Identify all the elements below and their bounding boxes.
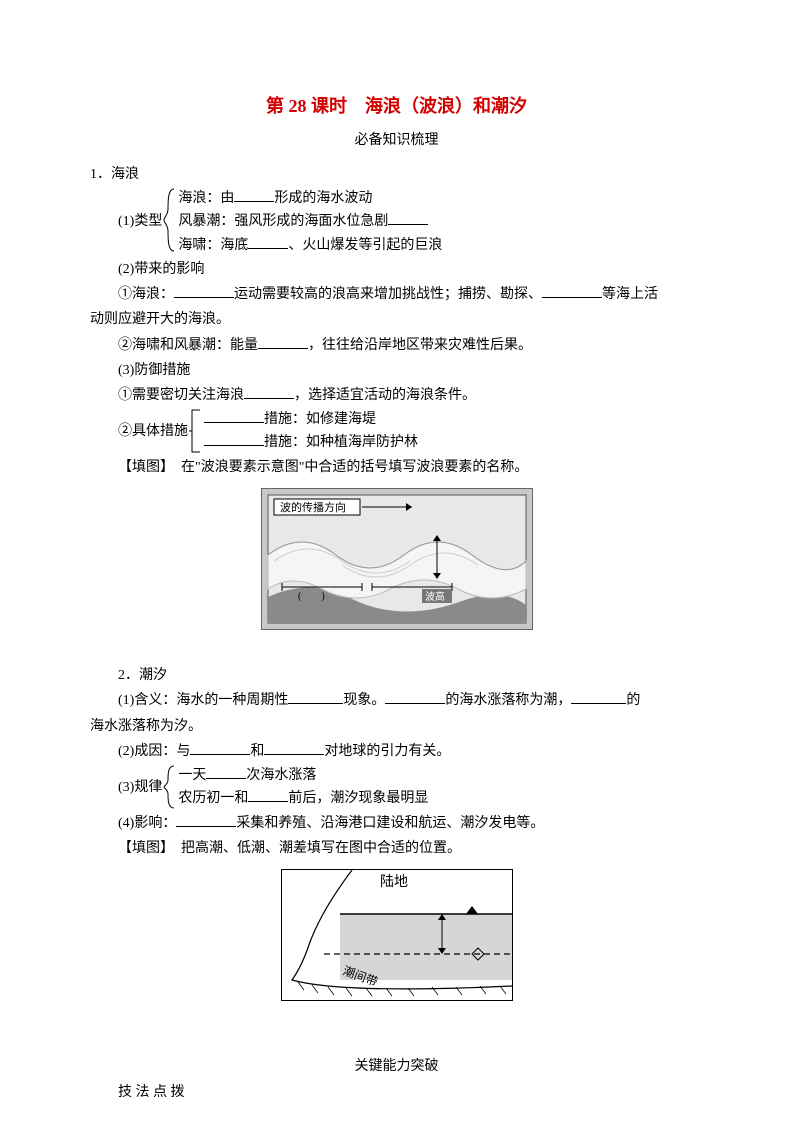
blank (248, 787, 288, 802)
blank (244, 384, 294, 399)
blank (388, 210, 428, 225)
tide-figure-wrap: 陆地 潮间带 (90, 869, 703, 1010)
s1-types-label: (1)类型 (118, 209, 162, 234)
s2-l4: (4)影响：采集和养殖、沿海港口建设和航运、潮汐发电等。 (90, 811, 703, 836)
s2-l1: (1)含义：海水的一种周期性现象。的海水涨落称为潮，的 (90, 688, 703, 713)
s2-l2: (2)成因：与和对地球的引力有关。 (90, 739, 703, 764)
s2-rule-item: 一天次海水涨落 (178, 764, 428, 787)
s1-types-row: (1)类型 海浪：由形成的海水波动 风暴潮：强风形成的海面水位急剧 海啸：海底、… (118, 187, 703, 257)
s1-type-item: 海啸：海底、火山爆发等引起的巨浪 (178, 234, 442, 257)
blank (288, 689, 343, 704)
s2-rules-label: (3)规律 (118, 775, 162, 800)
blank (206, 764, 246, 779)
tide-diagram: 陆地 潮间带 (281, 869, 513, 1001)
s1-p2-line2: ②海啸和风暴潮：能量，往往给沿岸地区带来灾难性后果。 (90, 333, 703, 358)
blank (264, 740, 324, 755)
s1-type-item: 风暴潮：强风形成的海面水位急剧 (178, 210, 442, 233)
s1-p3-heading: (3)防御措施 (90, 358, 703, 383)
s1-heading: 1．海浪 (90, 162, 703, 187)
s1-p3-line1: ①需要密切关注海浪，选择适宜活动的海浪条件。 (90, 383, 703, 408)
wave-figure-wrap: 波的传播方向 ( ) 波高 (90, 488, 703, 639)
blank (258, 334, 308, 349)
blank (204, 408, 264, 423)
blank (542, 283, 602, 298)
section-subtitle: 必备知识梳理 (90, 128, 703, 153)
s2-fill-prompt: 【填图】 把高潮、低潮、潮差填写在图中合适的位置。 (90, 836, 703, 861)
s1-fill-prompt: 【填图】 在"波浪要素示意图"中合适的括号填写波浪要素的名称。 (90, 455, 703, 480)
blank (176, 812, 236, 827)
land-label: 陆地 (380, 874, 408, 890)
wave-height-label: 波高 (425, 590, 445, 603)
s1-p2-line1-cont: 动则应避开大的海浪。 (90, 307, 703, 332)
s1-measures-row: ②具体措施 措施：如修建海堤 措施：如种植海岸防护林 (118, 408, 703, 455)
wave-diagram: 波的传播方向 ( ) 波高 (261, 488, 533, 630)
blank (385, 689, 445, 704)
s2-rule-item: 农历初一和前后，潮汐现象最明显 (178, 787, 428, 810)
s1-type-item: 海浪：由形成的海水波动 (178, 187, 442, 210)
s2-heading: 2．潮汐 (90, 663, 703, 688)
svg-text:( ): ( ) (298, 591, 325, 602)
s3-sub: 技 法 点 拨 (90, 1080, 703, 1105)
s1-measure-item: 措施：如种植海岸防护林 (204, 431, 418, 454)
s2-rules-row: (3)规律 一天次海水涨落 农历初一和前后，潮汐现象最明显 (118, 764, 703, 811)
blank (248, 234, 288, 249)
s1-measure-item: 措施：如修建海堤 (204, 408, 418, 431)
s3-heading: 关键能力突破 (90, 1054, 703, 1079)
s1-measures-label: ②具体措施 (118, 419, 188, 444)
s1-p2-heading: (2)带来的影响 (90, 257, 703, 282)
left-brace-icon (162, 764, 176, 810)
blank (174, 283, 234, 298)
lesson-title: 第 28 课时 海浪（波浪）和潮汐 (90, 90, 703, 122)
blank (234, 187, 274, 202)
s1-p2-line1: ①海浪：运动需要较高的浪高来增加挑战性；捕捞、勘探、等海上活 (90, 282, 703, 307)
s2-l1-cont: 海水涨落称为汐。 (90, 714, 703, 739)
blank (190, 740, 250, 755)
left-bracket-icon (188, 408, 202, 454)
wave-dir-label: 波的传播方向 (280, 500, 346, 514)
left-brace-icon (162, 187, 176, 253)
blank (204, 431, 264, 446)
blank (571, 689, 626, 704)
page: 第 28 课时 海浪（波浪）和潮汐 必备知识梳理 1．海浪 (1)类型 海浪：由… (0, 0, 793, 1122)
